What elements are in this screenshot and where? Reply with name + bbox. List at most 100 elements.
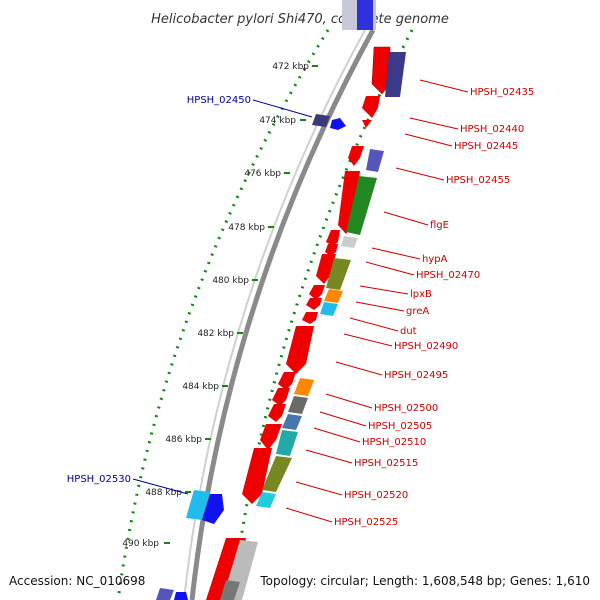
gene-dut xyxy=(302,312,318,324)
connector-hpsh-02495 xyxy=(335,361,383,376)
gene-label-hpsh-02515: HPSH_02515 xyxy=(354,458,418,469)
gene-hpsh-02495 xyxy=(278,372,296,390)
connector-hpsh-02530 xyxy=(132,478,189,495)
forward-strand-categories xyxy=(220,52,406,600)
gene-category-grea xyxy=(320,302,338,316)
tick-label-482: 482 kbp xyxy=(197,329,234,339)
gene-hpsh-02530 xyxy=(202,494,224,524)
gene-hpsh-02510 xyxy=(260,424,282,450)
tick-ring-outer xyxy=(116,29,330,600)
tick-label-484: 484 kbp xyxy=(182,382,219,392)
gene-hpsh-02450-category xyxy=(312,114,330,127)
tick-label-472: 472 kbp xyxy=(272,62,309,72)
gene-hpsh-02445 xyxy=(362,120,372,128)
gene-label-hpsh-02445: HPSH_02445 xyxy=(454,141,518,152)
forward-strand-genes xyxy=(206,46,391,600)
connector-hpsh-02470 xyxy=(365,261,415,276)
gene-category-hpsh-02435 xyxy=(385,52,406,97)
topology-text: Topology: circular; Length: 1,608,548 bp… xyxy=(259,574,590,588)
gene-category-lpxb xyxy=(324,289,343,303)
gene-label-grea: greA xyxy=(406,306,429,317)
gene-hpsh-02500 xyxy=(272,388,290,406)
connector-hpsh-02500 xyxy=(325,393,373,409)
tick-label-488: 488 kbp xyxy=(145,488,182,498)
connector-flge xyxy=(383,211,429,226)
gene-bottom-reverse xyxy=(156,588,174,600)
gene-label-flge: flgE xyxy=(430,220,449,231)
gene-lpxb xyxy=(309,285,325,300)
label-connectors xyxy=(285,79,469,523)
gene-hpsh-02530-category xyxy=(186,490,210,520)
connector-hpsh-02510 xyxy=(313,427,361,443)
connector-hpsh-02455 xyxy=(395,167,445,181)
tick-group: 472 kbp 474 kbp 476 kbp 478 kbp 480 kbp … xyxy=(122,62,318,549)
gene-label-hpsh-02525: HPSH_02525 xyxy=(334,517,398,528)
gene-label-hpsh-02470: HPSH_02470 xyxy=(416,270,480,281)
gene-labels: HPSH_02435 HPSH_02440 HPSH_02445 HPSH_02… xyxy=(67,87,534,528)
connector-lpxb xyxy=(359,285,409,295)
gene-category-hpsh-02510 xyxy=(282,414,302,430)
gene-label-dut: dut xyxy=(400,326,417,337)
tick-label-490: 490 kbp xyxy=(122,539,159,549)
gene-category-hpsh-02500 xyxy=(294,378,314,396)
page-title: Helicobacter pylori Shi470, complete gen… xyxy=(151,12,449,27)
connector-hpsh-02505 xyxy=(319,411,367,427)
gene-grea xyxy=(306,298,322,310)
tick-label-478: 478 kbp xyxy=(228,223,265,233)
tick-label-476: 476 kbp xyxy=(244,169,281,179)
gene-label-hpsh-02500: HPSH_02500 xyxy=(374,403,438,414)
gene-label-lpxb: lpxB xyxy=(410,289,432,300)
tick-label-474: 474 kbp xyxy=(259,116,296,126)
connector-hpsh-02435 xyxy=(419,79,469,93)
gene-hpsh-02470 xyxy=(316,254,336,284)
reverse-label-connectors xyxy=(132,99,313,495)
connector-hpsh-02450 xyxy=(252,99,313,118)
connector-hpsh-02490 xyxy=(343,333,393,347)
reverse-strand-genes xyxy=(156,114,346,600)
connector-hpsh-02440 xyxy=(409,117,459,130)
gene-category-hpsh-02470 xyxy=(326,258,351,290)
connector-hpsh-02515 xyxy=(305,449,353,464)
gene-label-hpsh-02435: HPSH_02435 xyxy=(470,87,534,98)
gene-hpsh-02490 xyxy=(286,326,314,374)
gene-label-hpsh-02510: HPSH_02510 xyxy=(362,437,426,448)
gene-hpsh-02440 xyxy=(362,96,380,118)
tick-label-480: 480 kbp xyxy=(212,276,249,286)
gene-category-hpsh-02525 xyxy=(256,492,276,508)
gene-hpsh-02505 xyxy=(268,404,286,422)
gene-category-hpsh-02515 xyxy=(276,430,298,456)
connector-hpsh-02520 xyxy=(295,481,343,496)
gene-hpsh-02470-a xyxy=(325,244,338,256)
gene-hpsh-02515 xyxy=(242,448,272,504)
gene-bottom-reverse-2 xyxy=(174,592,188,600)
gene-label-hpsh-02450: HPSH_02450 xyxy=(187,95,251,106)
gene-category-flge xyxy=(346,176,377,235)
gene-category-hypa xyxy=(341,236,358,248)
gene-label-hpsh-02490: HPSH_02490 xyxy=(394,341,458,352)
gene-hypa xyxy=(326,230,340,246)
gene-category-hpsh-02520 xyxy=(262,456,292,492)
gene-flge xyxy=(338,171,360,234)
gene-label-hpsh-02440: HPSH_02440 xyxy=(460,124,524,135)
tick-label-486: 486 kbp xyxy=(165,435,202,445)
gene-category-bottom-2 xyxy=(220,580,240,600)
connector-grea xyxy=(355,301,405,312)
connector-dut xyxy=(349,317,399,332)
gene-label-hpsh-02520: HPSH_02520 xyxy=(344,490,408,501)
gene-label-hpsh-02530: HPSH_02530 xyxy=(67,474,131,485)
gene-label-hpsh-02505: HPSH_02505 xyxy=(368,421,432,432)
gene-label-hpsh-02495: HPSH_02495 xyxy=(384,370,448,381)
gene-hpsh-02455 xyxy=(348,146,364,166)
accession-text: Accession: NC_010698 xyxy=(9,574,145,588)
gene-category-hpsh-02455 xyxy=(366,149,384,172)
gene-block-top-blue xyxy=(357,0,373,30)
gene-hpsh-02450 xyxy=(330,118,346,130)
gene-label-hpsh-02455: HPSH_02455 xyxy=(446,175,510,186)
connector-hpsh-02525 xyxy=(285,507,333,523)
connector-hpsh-02445 xyxy=(404,133,453,147)
gene-label-hypa: hypA xyxy=(422,254,448,265)
gene-category-hpsh-02505 xyxy=(288,396,308,414)
connector-hypa xyxy=(371,247,421,260)
